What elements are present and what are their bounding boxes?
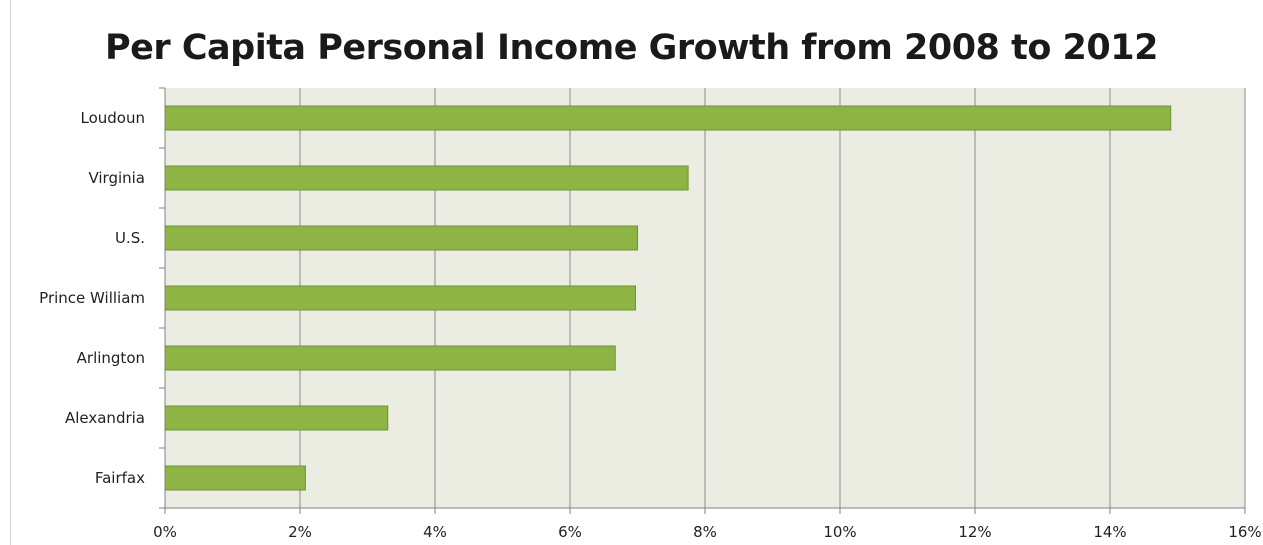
bar-alexandria [164, 405, 389, 431]
bar-loudoun [164, 105, 1172, 131]
bar-u-s [164, 225, 638, 251]
axes [159, 87, 1246, 514]
y-tick-label: Prince William [39, 289, 145, 307]
chart-title: Per Capita Personal Income Growth from 2… [105, 28, 1158, 68]
left-border-line [10, 0, 11, 545]
x-tick-label: 2% [288, 523, 312, 541]
gridlines [299, 88, 1246, 508]
x-tick-label: 10% [823, 523, 856, 541]
y-tick-label: Arlington [77, 349, 145, 367]
x-tick-label: 4% [423, 523, 447, 541]
tick-labels: Loudoun Virginia U.S. Prince William Arlingt… [39, 109, 1262, 541]
bars [164, 105, 1172, 491]
x-tick-label: 8% [693, 523, 717, 541]
x-tick-label: 14% [1093, 523, 1126, 541]
x-tick-label: 0% [153, 523, 177, 541]
y-tick-label: Alexandria [65, 409, 145, 427]
bar-fairfax [164, 465, 306, 491]
y-tick-label: U.S. [115, 229, 145, 247]
y-tick-label: Virginia [88, 169, 145, 187]
bar-virginia [164, 165, 689, 191]
bar-prince-william [164, 285, 636, 311]
x-tick-label: 16% [1228, 523, 1261, 541]
x-tick-label: 6% [558, 523, 582, 541]
bar-arlington [164, 345, 616, 371]
y-tick-label: Loudoun [81, 109, 146, 127]
y-tick-label: Fairfax [95, 469, 145, 487]
x-tick-label: 12% [958, 523, 991, 541]
